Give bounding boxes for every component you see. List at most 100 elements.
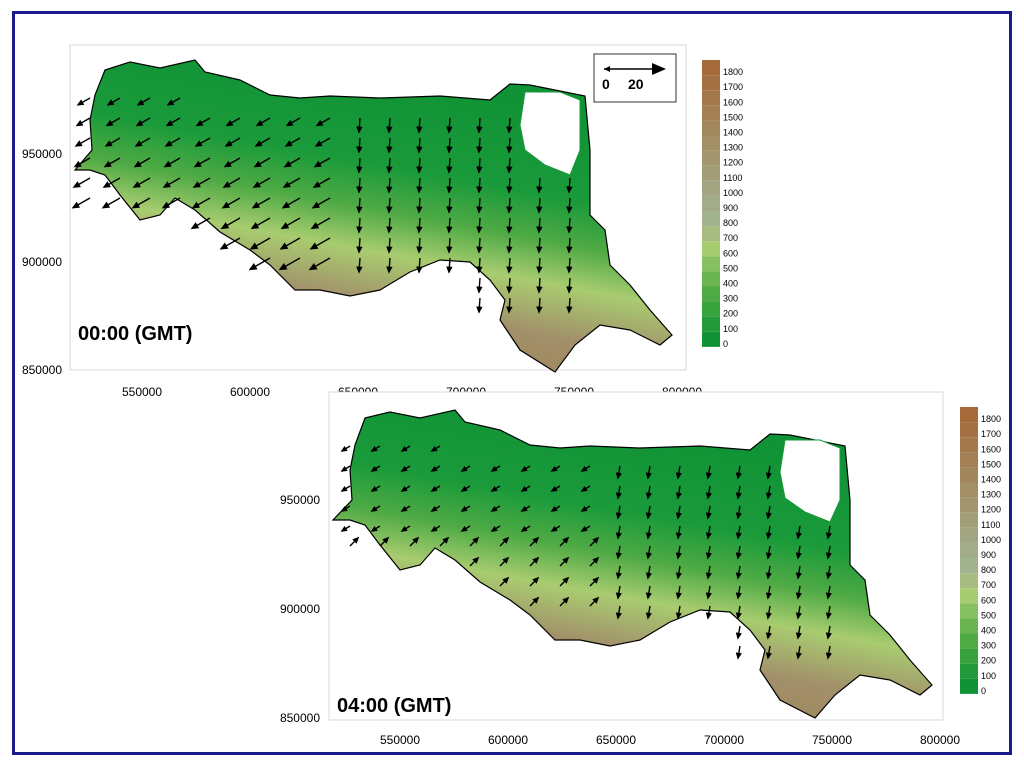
wind-arrow-head <box>340 465 348 472</box>
colorbar-swatch <box>702 316 720 332</box>
colorbar-label: 800 <box>723 218 738 228</box>
wind-arrow-head <box>490 525 498 532</box>
y-tick-label: 850000 <box>22 363 62 377</box>
wind-arrow-head <box>460 525 468 532</box>
wind-arrow-head <box>356 226 363 234</box>
wind-arrow-head <box>285 119 294 127</box>
wind-arrow-head <box>532 536 540 544</box>
wind-arrow-head <box>735 592 742 600</box>
wind-arrow-head <box>446 126 453 134</box>
colorbar-swatch <box>960 603 978 619</box>
colorbar-label: 1700 <box>981 429 1001 439</box>
wind-arrow-head <box>615 512 622 520</box>
wind-arrow-head <box>536 286 543 294</box>
wind-arrow-head <box>310 222 320 230</box>
colorbar-label: 1600 <box>723 97 743 107</box>
colorbar-swatch <box>702 165 720 181</box>
wind-arrow-head <box>705 612 712 620</box>
region-shape <box>331 409 933 719</box>
wind-arrow-head <box>356 186 363 194</box>
x-axis: 550000 600000 650000 700000 750000 80000… <box>380 733 960 747</box>
colorbar-swatch <box>960 482 978 498</box>
colorbar-swatch <box>960 467 978 483</box>
wind-arrow-head <box>340 525 348 532</box>
wind-arrow-head <box>476 146 483 154</box>
colorbar-swatch <box>702 150 720 166</box>
wind-arrow-head <box>705 552 712 560</box>
wind-arrow-head <box>73 160 82 168</box>
colorbar-label: 400 <box>723 279 738 289</box>
colorbar-swatch <box>702 75 720 91</box>
legend-arrow-tail <box>604 66 610 72</box>
wind-vectors <box>340 445 832 660</box>
wind-arrow-head <box>400 525 408 532</box>
wind-arrow-head <box>476 286 483 294</box>
colorbar-swatch <box>702 120 720 136</box>
wind-arrow-head <box>765 652 772 660</box>
colorbar-label: 300 <box>723 294 738 304</box>
wind-arrow-head <box>460 465 468 472</box>
wind-arrow-head <box>675 472 682 480</box>
wind-arrow-head <box>476 306 483 314</box>
wind-arrow-head <box>735 472 742 480</box>
wind-arrow-head <box>472 556 480 564</box>
wind-arrow-head <box>765 632 772 640</box>
wind-arrow-head <box>705 572 712 580</box>
wind-arrow-head <box>476 126 483 134</box>
colorbar-label: 600 <box>981 595 996 605</box>
wind-arrow-head <box>765 552 772 560</box>
wind-arrow-head <box>416 126 423 134</box>
wind-arrow-head <box>735 632 742 640</box>
wind-arrow-head <box>284 140 293 147</box>
x-tick-label: 700000 <box>704 733 744 747</box>
wind-arrow-head <box>705 512 712 520</box>
wind-arrow-head <box>252 181 261 188</box>
wind-arrow-head <box>75 119 84 127</box>
colorbar-label: 900 <box>981 550 996 560</box>
wind-arrow-head <box>104 140 113 147</box>
wind-arrow-head <box>566 246 573 254</box>
wind-arrow-head <box>416 186 423 194</box>
wind-arrow-head <box>340 505 348 512</box>
wind-arrow-head <box>795 652 802 660</box>
plot-border <box>69 44 687 371</box>
wind-arrow-head <box>506 166 513 174</box>
wind-arrow-head <box>765 612 772 620</box>
wind-arrow-head <box>446 266 453 274</box>
wind-arrow-head <box>735 572 742 580</box>
wind-arrow-head <box>765 512 772 520</box>
colorbar-label: 800 <box>981 565 996 575</box>
wind-arrow-head <box>825 552 832 560</box>
wind-arrow-head <box>502 556 510 564</box>
colorbar-label: 1000 <box>981 535 1001 545</box>
map-panel-svg: 00:00 (GMT) 550000 600000 650000 700000 … <box>22 44 743 399</box>
x-tick-label: 650000 <box>596 733 636 747</box>
colorbar-swatch <box>702 180 720 196</box>
wind-arrow-head <box>416 226 423 234</box>
wind-arrow-head <box>795 592 802 600</box>
wind-arrow-head <box>103 160 112 168</box>
wind-arrow-head <box>442 536 450 544</box>
wind-arrow-head <box>283 160 292 168</box>
wind-arrow-head <box>446 206 453 214</box>
wind-arrow-head <box>400 505 408 512</box>
time-label: 04:00 (GMT) <box>337 695 451 717</box>
wind-arrow-head <box>386 206 393 214</box>
wind-arrow-head <box>615 472 622 480</box>
wind-arrow-head <box>314 140 323 147</box>
wind-arrow-head <box>222 181 231 188</box>
colorbar-label: 1800 <box>723 67 743 77</box>
wind-arrow-head <box>645 472 652 480</box>
wind-arrow-head <box>520 505 528 512</box>
colorbar-label: 1200 <box>981 505 1001 515</box>
wind-arrow-head <box>562 596 570 604</box>
wind-arrow-head <box>592 596 600 604</box>
wind-arrow-head <box>446 226 453 234</box>
colorbar-swatch <box>960 542 978 558</box>
wind-arrow-head <box>225 119 234 127</box>
wind-arrow-head <box>645 612 652 620</box>
wind-arrow-head <box>101 201 111 209</box>
wind-arrow-head <box>825 652 832 660</box>
wind-arrow-head <box>476 186 483 194</box>
